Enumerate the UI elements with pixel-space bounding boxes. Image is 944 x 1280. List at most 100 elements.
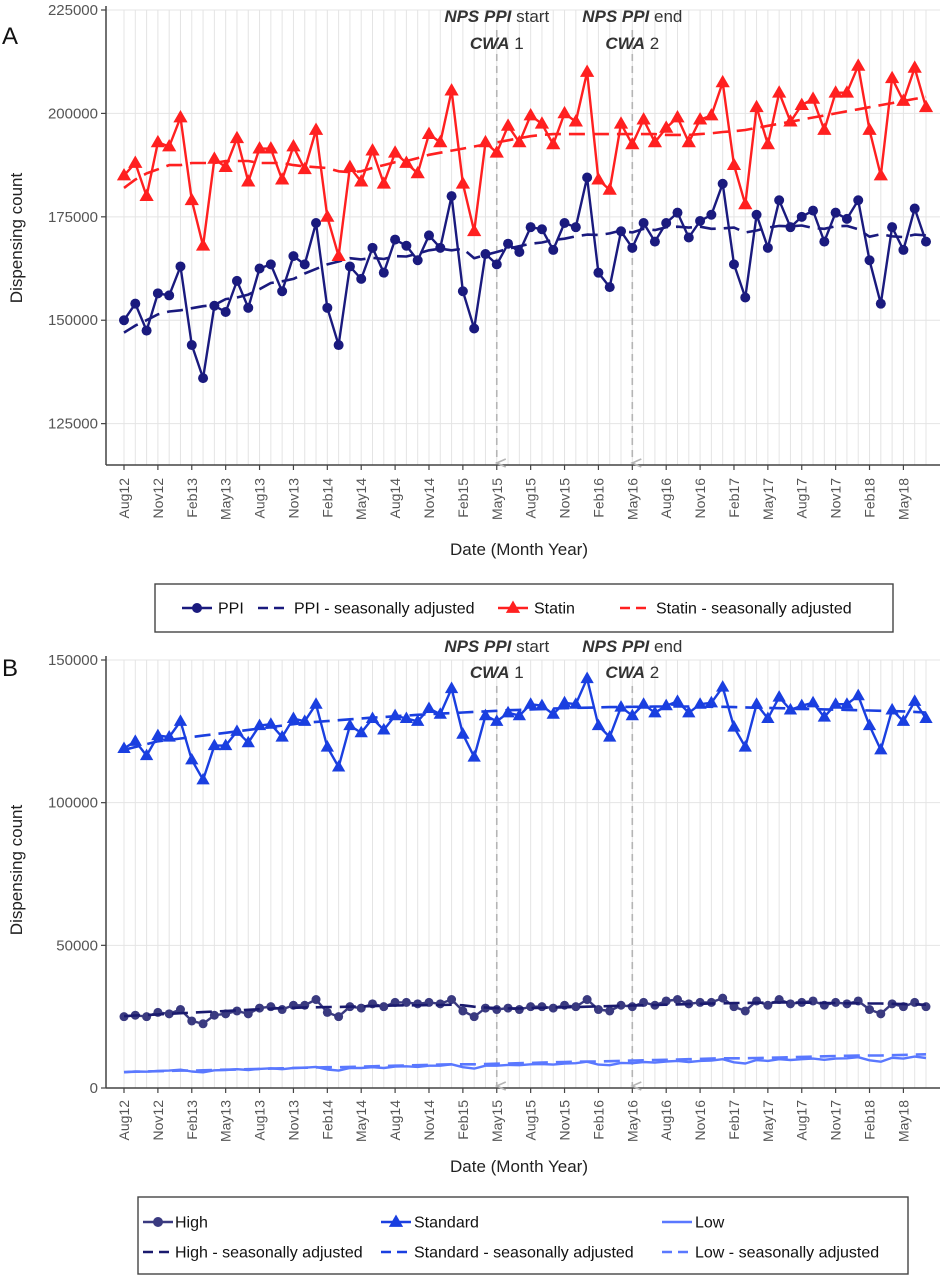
data-point xyxy=(399,711,414,724)
x-tick-label: Nov16 xyxy=(692,1100,708,1141)
gridlines xyxy=(106,659,940,1089)
data-point xyxy=(715,74,730,88)
annotation-rest: 1 xyxy=(510,34,524,53)
y-tick-label: 150000 xyxy=(48,312,98,329)
data-point xyxy=(322,302,333,313)
annotation-rest: end xyxy=(649,637,682,656)
x-tick-label: May17 xyxy=(760,1100,776,1142)
legend-label: Statin xyxy=(534,601,575,618)
data-point xyxy=(909,203,920,214)
series-line xyxy=(123,1053,927,1074)
data-point xyxy=(738,740,752,752)
data-point xyxy=(604,282,615,293)
data-point xyxy=(591,718,606,731)
data-point xyxy=(795,698,809,711)
data-point xyxy=(738,196,753,210)
data-point xyxy=(354,725,368,738)
data-point xyxy=(546,707,560,719)
data-point xyxy=(862,122,877,135)
intervention-annotation: NPS PPI end CWA 2 xyxy=(582,637,682,1091)
data-point xyxy=(851,58,866,71)
data-point xyxy=(805,91,821,104)
x-tick-label: May15 xyxy=(489,478,505,520)
data-point xyxy=(433,134,448,148)
data-point xyxy=(220,306,231,317)
data-point xyxy=(841,213,852,224)
legend-key xyxy=(498,600,528,613)
data-point xyxy=(625,708,639,721)
data-point xyxy=(740,1006,750,1016)
data-point xyxy=(817,122,832,135)
x-tick-label: May13 xyxy=(218,1100,234,1142)
data-point xyxy=(602,182,617,195)
series-standard-seasonally-adjusted xyxy=(123,705,927,752)
data-point xyxy=(469,323,480,334)
y-axis-title: Dispensing count xyxy=(7,173,26,304)
data-point xyxy=(254,263,265,274)
legend-key xyxy=(182,603,212,613)
data-point xyxy=(808,996,818,1006)
x-tick-label: Feb16 xyxy=(590,1100,606,1140)
data-point xyxy=(840,697,854,709)
legend-label: High - seasonally adjusted xyxy=(175,1245,363,1262)
x-tick-label: Nov15 xyxy=(557,1100,573,1141)
data-point xyxy=(252,141,267,154)
annotation-line-2: CWA 2 xyxy=(605,663,659,682)
data-point xyxy=(557,695,572,708)
annotation-line-1: NPS PPI end xyxy=(582,637,682,656)
data-point xyxy=(627,242,638,253)
data-point xyxy=(761,711,775,724)
data-point xyxy=(286,139,301,152)
data-point xyxy=(480,249,491,260)
data-point xyxy=(423,230,434,241)
data-point xyxy=(142,1012,152,1022)
data-point xyxy=(591,172,606,185)
data-point xyxy=(864,255,875,266)
data-point xyxy=(501,705,515,718)
x-tick-label: Aug12 xyxy=(116,1100,132,1141)
data-point xyxy=(884,70,900,84)
data-point xyxy=(568,114,583,127)
data-point xyxy=(661,996,671,1006)
y-tick-label: 175000 xyxy=(48,209,98,226)
data-point xyxy=(503,238,514,249)
data-point xyxy=(187,1016,197,1026)
data-point xyxy=(277,286,288,297)
data-point xyxy=(218,159,233,173)
x-tick-label: Nov14 xyxy=(421,1100,437,1141)
data-point xyxy=(875,298,886,309)
data-point xyxy=(704,107,719,121)
data-point xyxy=(670,694,685,706)
data-point xyxy=(175,261,186,272)
annotation-italic: CWA xyxy=(605,663,645,682)
x-tick-label: Aug14 xyxy=(387,1100,403,1141)
legend-key xyxy=(143,1217,173,1227)
data-point xyxy=(229,130,245,144)
data-point xyxy=(896,714,911,726)
data-point xyxy=(243,1009,253,1019)
series-standard xyxy=(117,671,933,785)
data-point xyxy=(184,192,199,206)
data-point xyxy=(401,240,412,251)
data-point xyxy=(580,64,595,77)
x-tick-label: Aug14 xyxy=(387,478,403,519)
data-point xyxy=(647,134,663,148)
legend-label: High xyxy=(175,1215,208,1232)
data-point xyxy=(672,207,683,218)
gridlines xyxy=(106,9,940,465)
data-point xyxy=(625,136,640,150)
data-point xyxy=(117,741,131,754)
x-tick-label: Nov16 xyxy=(692,478,708,519)
data-point xyxy=(918,99,934,113)
data-point xyxy=(378,267,389,278)
x-axis-title: Date (Month Year) xyxy=(450,540,588,559)
annotation-italic: CWA xyxy=(470,34,510,53)
data-point xyxy=(570,222,581,233)
data-point xyxy=(478,708,493,721)
data-point xyxy=(377,722,391,735)
data-point xyxy=(569,697,583,709)
data-point xyxy=(704,695,719,708)
data-point xyxy=(309,697,323,709)
data-point xyxy=(614,700,628,712)
data-point xyxy=(582,172,593,183)
